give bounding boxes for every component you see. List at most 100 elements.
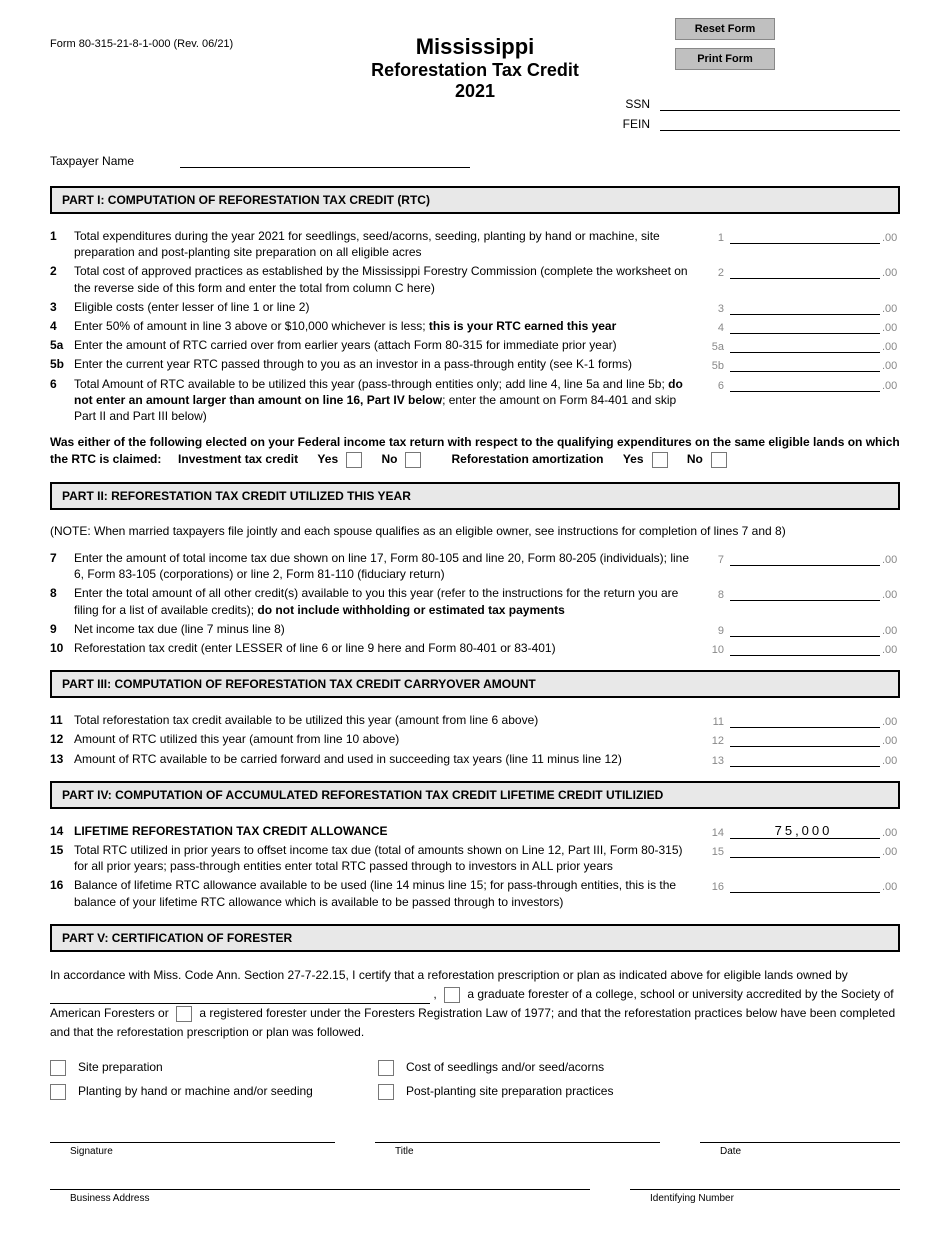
line-10-num: 10 — [50, 640, 74, 655]
line-12-text: Amount of RTC utilized this year (amount… — [74, 731, 704, 747]
line-5a-input[interactable] — [730, 337, 880, 353]
line-5b-input[interactable] — [730, 356, 880, 372]
business-address-label: Business Address — [50, 1190, 590, 1204]
line-7-input[interactable] — [730, 550, 880, 566]
line-6-amt-label: 6 — [704, 380, 730, 392]
line-10-text: Reforestation tax credit (enter LESSER o… — [74, 640, 704, 656]
graduate-forester-checkbox[interactable] — [444, 987, 460, 1003]
line-1-num: 1 — [50, 228, 74, 243]
line-2-dec: .00 — [880, 267, 900, 279]
election-yes1-label: Yes — [317, 451, 338, 468]
line-4-text: Enter 50% of amount in line 3 above or $… — [74, 318, 704, 334]
line-14-input: 75,000 — [730, 823, 880, 839]
line-10-amt-label: 10 — [704, 644, 730, 656]
line-4-amt-label: 4 — [704, 322, 730, 334]
reforestation-amort-yes-checkbox[interactable] — [652, 452, 668, 468]
reset-form-button[interactable]: Reset Form — [675, 18, 775, 40]
part2-note: (NOTE: When married taxpayers file joint… — [50, 524, 900, 538]
ssn-input[interactable] — [660, 95, 900, 111]
line-5a-num: 5a — [50, 337, 74, 352]
part5-header: PART V: CERTIFICATION OF FORESTER — [50, 924, 900, 952]
line-12-amt-label: 12 — [704, 735, 730, 747]
fein-input[interactable] — [660, 115, 900, 131]
line-5a-text: Enter the amount of RTC carried over fro… — [74, 337, 704, 353]
reforestation-amort-no-checkbox[interactable] — [711, 452, 727, 468]
seedlings-cost-checkbox[interactable] — [378, 1060, 394, 1076]
line-4-num: 4 — [50, 318, 74, 333]
line-3-input[interactable] — [730, 299, 880, 315]
line-15-num: 15 — [50, 842, 74, 857]
date-label: Date — [700, 1143, 900, 1157]
certification-text: In accordance with Miss. Code Ann. Secti… — [50, 966, 900, 1043]
line-8-input[interactable] — [730, 585, 880, 601]
line-11-dec: .00 — [880, 716, 900, 728]
line-10-input[interactable] — [730, 640, 880, 656]
line-7-text: Enter the amount of total income tax due… — [74, 550, 704, 582]
line-9-text: Net income tax due (line 7 minus line 8) — [74, 621, 704, 637]
planting-seeding-checkbox[interactable] — [50, 1084, 66, 1100]
line-5b-num: 5b — [50, 356, 74, 371]
election-block: Was either of the following elected on y… — [50, 434, 900, 468]
line-14-num: 14 — [50, 823, 74, 838]
line-16-dec: .00 — [880, 881, 900, 893]
practice-b-label: Cost of seedlings and/or seed/acorns — [406, 1060, 726, 1076]
line-14-amt-label: 14 — [704, 827, 730, 839]
line-15-input[interactable] — [730, 842, 880, 858]
line-12-dec: .00 — [880, 735, 900, 747]
line-6-input[interactable] — [730, 376, 880, 392]
line-15-dec: .00 — [880, 846, 900, 858]
part1-header: PART I: COMPUTATION OF REFORESTATION TAX… — [50, 186, 900, 214]
practice-a-label: Site preparation — [78, 1060, 378, 1076]
line-6-num: 6 — [50, 376, 74, 391]
line-7-num: 7 — [50, 550, 74, 565]
line-3-num: 3 — [50, 299, 74, 314]
fein-label: FEIN — [600, 117, 660, 131]
line-2-num: 2 — [50, 263, 74, 278]
line-13-input[interactable] — [730, 751, 880, 767]
line-5a-amt-label: 5a — [704, 341, 730, 353]
line-16-num: 16 — [50, 877, 74, 892]
post-planting-checkbox[interactable] — [378, 1084, 394, 1100]
part4-header: PART IV: COMPUTATION OF ACCUMULATED REFO… — [50, 781, 900, 809]
id-area: SSN FEIN — [600, 95, 900, 135]
print-form-button[interactable]: Print Form — [675, 48, 775, 70]
line-14-dec: .00 — [880, 827, 900, 839]
investment-tax-credit-yes-checkbox[interactable] — [346, 452, 362, 468]
line-12-num: 12 — [50, 731, 74, 746]
line-1-input[interactable] — [730, 228, 880, 244]
registered-forester-checkbox[interactable] — [176, 1006, 192, 1022]
line-1-amt-label: 1 — [704, 232, 730, 244]
line-2-input[interactable] — [730, 263, 880, 279]
line-3-dec: .00 — [880, 303, 900, 315]
line-8-dec: .00 — [880, 589, 900, 601]
line-12-input[interactable] — [730, 731, 880, 747]
line-4-input[interactable] — [730, 318, 880, 334]
form-button-group: Reset Form Print Form — [675, 18, 775, 70]
taxpayer-name-input[interactable] — [180, 152, 470, 168]
election-opt2-label: Reforestation amortization — [451, 451, 603, 468]
owner-name-input[interactable] — [50, 990, 430, 1004]
line-8-amt-label: 8 — [704, 589, 730, 601]
line-11-text: Total reforestation tax credit available… — [74, 712, 704, 728]
line-11-amt-label: 11 — [704, 716, 730, 728]
practice-d-label: Post-planting site preparation practices — [406, 1084, 726, 1100]
election-yes2-label: Yes — [623, 451, 644, 468]
line-2-text: Total cost of approved practices as esta… — [74, 263, 704, 295]
line-1-text: Total expenditures during the year 2021 … — [74, 228, 704, 260]
line-6-text: Total Amount of RTC available to be util… — [74, 376, 704, 425]
line-3-text: Eligible costs (enter lesser of line 1 o… — [74, 299, 704, 315]
signature-label: Signature — [50, 1143, 335, 1157]
line-8-text: Enter the total amount of all other cred… — [74, 585, 704, 617]
investment-tax-credit-no-checkbox[interactable] — [405, 452, 421, 468]
line-16-input[interactable] — [730, 877, 880, 893]
line-15-amt-label: 15 — [704, 846, 730, 858]
taxpayer-name-label: Taxpayer Name — [50, 154, 180, 168]
election-no1-label: No — [381, 451, 397, 468]
line-10-dec: .00 — [880, 644, 900, 656]
line-11-input[interactable] — [730, 712, 880, 728]
line-9-input[interactable] — [730, 621, 880, 637]
line-9-num: 9 — [50, 621, 74, 636]
line-15-text: Total RTC utilized in prior years to off… — [74, 842, 704, 874]
site-preparation-checkbox[interactable] — [50, 1060, 66, 1076]
line-13-num: 13 — [50, 751, 74, 766]
